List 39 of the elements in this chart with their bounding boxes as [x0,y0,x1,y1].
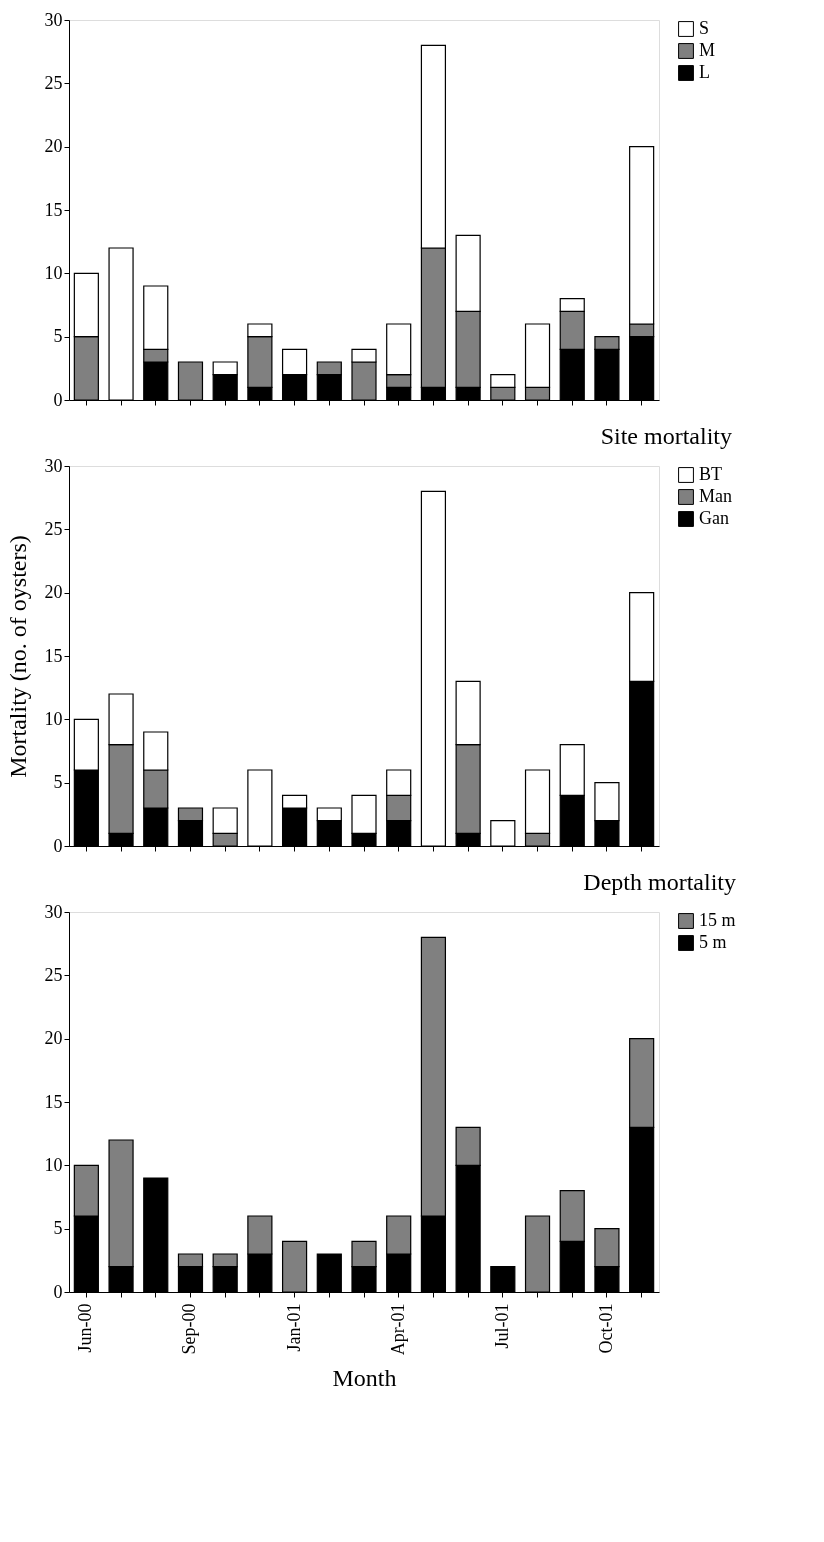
y-tick-label: 10 [44,262,63,283]
y-tick-label: 15 [44,199,63,220]
legend-label: Man [699,486,732,506]
x-axis-title: Month [332,1365,397,1392]
y-tick-label: 0 [53,835,63,856]
y-tick-label: 0 [53,389,63,410]
y-tick-label: 5 [53,772,63,793]
x-tick-label: Sep-00 [179,1303,200,1355]
y-tick-label: 15 [44,1091,63,1112]
y-tick-label: 20 [44,582,63,603]
y-tick-label: 25 [44,518,63,539]
legend-label: BT [699,464,723,484]
y-tick-label: 30 [44,9,63,30]
chart-title: Depth mortality [583,869,736,895]
y-tick-label: 20 [44,136,63,157]
x-tick-label: Jul-01 [491,1303,512,1349]
y-tick-label: 25 [44,72,63,93]
y-tick-label: 30 [44,455,63,476]
y-tick-label: 5 [53,1218,63,1239]
y-tick-label: 20 [44,1028,63,1049]
y-tick-label: 10 [44,1154,63,1175]
y-tick-label: 5 [53,326,63,347]
x-tick-label: Jun-00 [75,1303,96,1353]
legend-label: Gan [699,508,729,528]
y-tick-label: 25 [44,964,63,985]
x-tick-label: Oct-01 [595,1303,616,1354]
y-tick-label: 30 [44,901,63,922]
y-tick-label: 0 [53,1281,63,1302]
legend-label: M [699,40,716,60]
y-tick-label: 15 [44,645,63,666]
legend-label: S [699,18,710,38]
x-tick-label: Jan-01 [283,1303,304,1352]
legend-label: 15 m [699,910,736,930]
legend-label: L [699,62,710,82]
legend-label: 5 m [699,932,727,952]
chart-title: Site mortality [600,423,732,449]
y-axis-title: Mortality (no. of oysters) [4,535,31,778]
x-tick-label: Apr-01 [387,1303,408,1356]
y-tick-label: 10 [44,708,63,729]
